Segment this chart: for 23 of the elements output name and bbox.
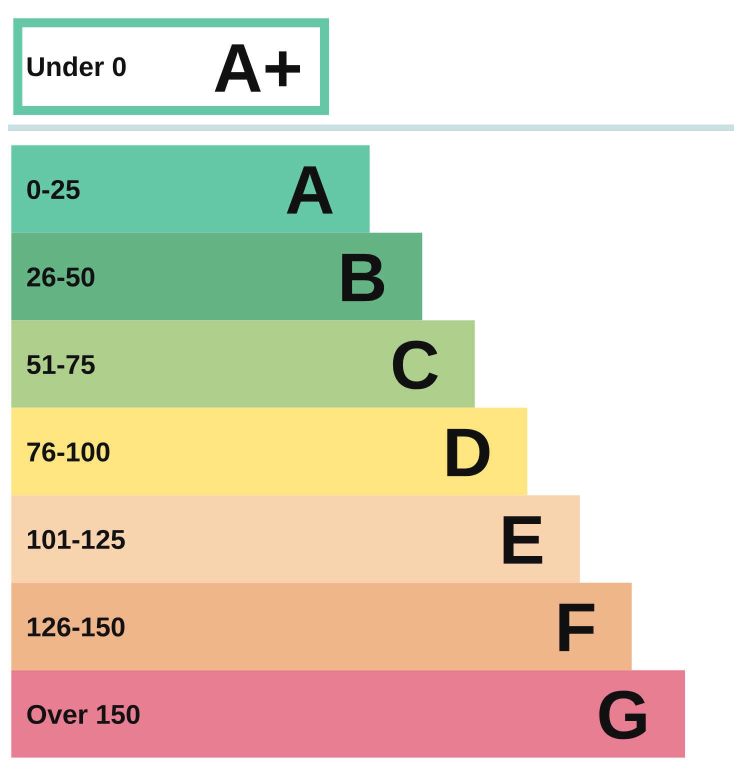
bar <box>11 495 580 583</box>
annotation: F <box>559 604 594 652</box>
y-tick-label: 26-50 <box>27 267 94 287</box>
bar <box>11 145 370 233</box>
annotation: G <box>599 690 646 740</box>
bar <box>11 320 475 408</box>
y-tick-label: Over 150 <box>27 704 140 724</box>
annotation: E <box>504 516 542 564</box>
bar <box>11 408 528 496</box>
y-tick-label: 101-125 <box>28 530 125 550</box>
y-tick-label: 51-75 <box>27 355 95 374</box>
bar <box>11 582 632 670</box>
y-tick-label: 76-100 <box>27 442 110 462</box>
bar <box>11 232 422 320</box>
text: A+ <box>214 44 300 92</box>
bar <box>11 670 685 758</box>
annotation: A <box>286 166 333 214</box>
annotation: C <box>392 340 438 390</box>
text: Under 0 <box>28 56 126 76</box>
y-tick-label: 126-150 <box>28 617 124 637</box>
annotation: D <box>447 428 490 476</box>
annotation: B <box>342 254 384 302</box>
y-tick-label: 0-25 <box>27 180 80 200</box>
